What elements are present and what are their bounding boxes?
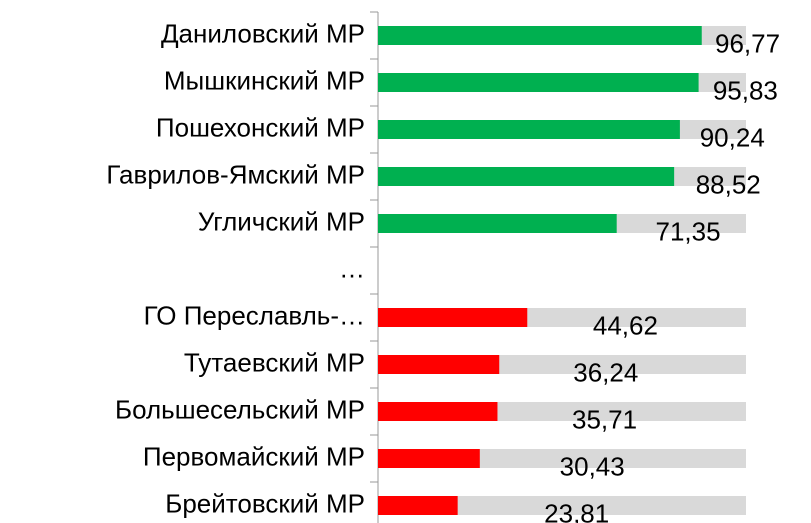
bar <box>378 496 458 515</box>
bar <box>378 449 480 468</box>
data-label: 88,52 <box>696 169 761 199</box>
y-tick-label: Даниловский МР <box>161 18 365 48</box>
bar <box>378 308 528 327</box>
bar <box>378 355 500 374</box>
data-label: 90,24 <box>700 122 765 152</box>
bar <box>378 73 699 92</box>
y-tick-label: Тутаевский МР <box>184 347 365 377</box>
data-label: 44,62 <box>593 310 658 340</box>
bar <box>378 26 702 45</box>
data-label: 35,71 <box>572 404 637 434</box>
y-tick-label: Гаврилов-Ямский МР <box>106 159 365 189</box>
bar <box>378 402 498 421</box>
bar <box>378 214 617 233</box>
y-tick-label: Первомайский МР <box>143 441 365 471</box>
bar-track <box>378 496 746 515</box>
y-tick-label: … <box>339 253 365 283</box>
y-tick-label: Брейтовский МР <box>165 488 365 518</box>
y-tick-label: Большесельский МР <box>115 394 365 424</box>
y-tick-label: Угличский МР <box>198 206 365 236</box>
y-tick-label: Пошехонский МР <box>156 112 365 142</box>
data-label: 30,43 <box>560 451 625 481</box>
data-label: 36,24 <box>573 357 638 387</box>
y-tick-label: ГО Переславль-… <box>144 300 365 330</box>
y-tick-label: Мышкинский МР <box>164 65 365 95</box>
data-label: 96,77 <box>715 28 780 58</box>
bar <box>378 167 675 186</box>
data-label: 23,81 <box>544 498 609 523</box>
data-label: 95,83 <box>713 75 778 105</box>
bar <box>378 120 680 139</box>
data-label: 71,35 <box>655 216 720 246</box>
